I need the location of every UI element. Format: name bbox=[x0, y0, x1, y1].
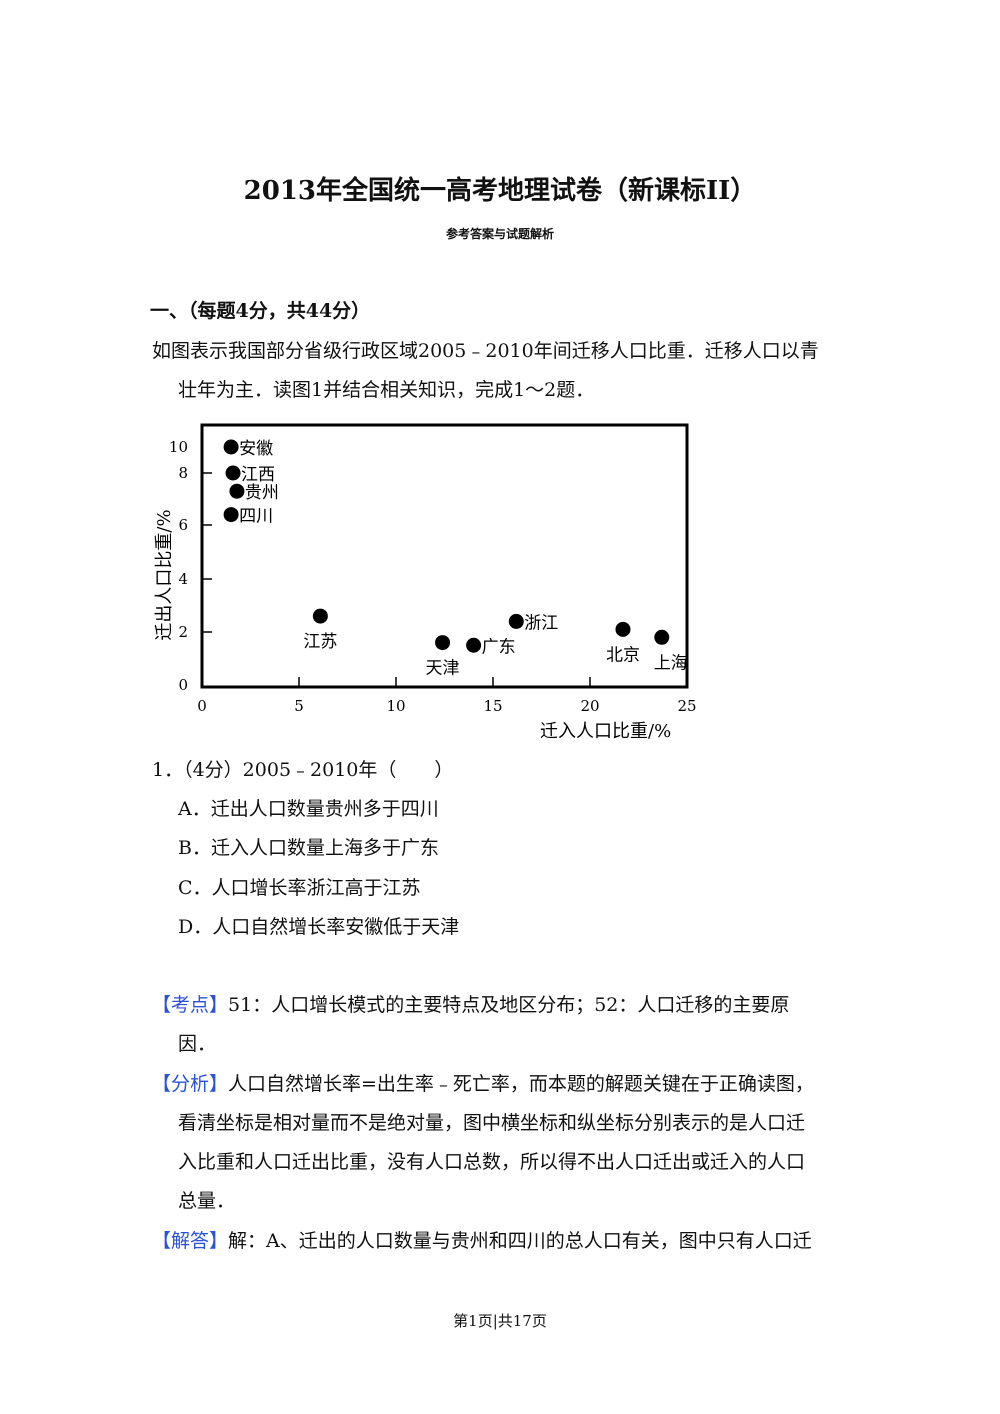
kaodian-tag: 【考点】 bbox=[152, 994, 229, 1016]
y-tick-label: 0 bbox=[178, 676, 188, 694]
jieda-text: 解：A、迁出的人口数量与贵州和四川的总人口有关，图中只有人口迁 bbox=[228, 1230, 812, 1252]
point-label: 浙江 bbox=[524, 613, 558, 633]
fenxi-line: 【分析】人口自然增长率=出生率﹣死亡率，而本题的解题关键在于正确读图， bbox=[152, 1072, 814, 1096]
question-stem: 1．（4分）2005﹣2010年（ ） bbox=[152, 759, 454, 781]
x-tick-label: 10 bbox=[386, 697, 405, 715]
x-tick-label: 15 bbox=[483, 697, 502, 715]
data-point bbox=[229, 483, 245, 499]
y-tick-label: 4 bbox=[178, 570, 188, 588]
jieda-tag: 【解答】 bbox=[152, 1230, 229, 1252]
fenxi-line: 入比重和人口迁出比重，没有人口总数，所以得不出人口迁出或迁入的人口 bbox=[178, 1151, 806, 1173]
y-axis-label: 迁出人口比重/% bbox=[154, 509, 175, 640]
data-point bbox=[466, 637, 482, 653]
intro-line: 壮年为主．读图1并结合相关知识，完成1～2题． bbox=[178, 379, 595, 401]
point-label: 广东 bbox=[482, 637, 516, 657]
option-b: B．迁入人口数量上海多于广东 bbox=[178, 837, 439, 859]
point-label: 北京 bbox=[606, 645, 640, 665]
jieda-line: 【解答】解：A、迁出的人口数量与贵州和四川的总人口有关，图中只有人口迁 bbox=[152, 1229, 812, 1253]
page-number: 第1页|共17页 bbox=[453, 1312, 547, 1330]
data-point bbox=[223, 439, 239, 455]
page-title: 2013年全国统一高考地理试卷（新课标II） bbox=[243, 176, 757, 206]
kaodian-line: 因． bbox=[178, 1033, 217, 1055]
intro-line: 如图表示我国部分省级行政区域2005﹣2010年间迁移人口比重．迁移人口以青 bbox=[152, 340, 819, 362]
option-d: D．人口自然增长率安徽低于天津 bbox=[178, 916, 460, 938]
x-axis-label: 迁入人口比重/% bbox=[540, 721, 671, 742]
section-heading: 一、（每题4分，共44分） bbox=[150, 300, 371, 322]
x-tick-label: 0 bbox=[197, 697, 207, 715]
data-point bbox=[225, 465, 241, 481]
point-label: 贵州 bbox=[245, 483, 279, 503]
fenxi-text: 人口自然增长率=出生率﹣死亡率，而本题的解题关键在于正确读图， bbox=[228, 1073, 814, 1095]
y-tick-label: 2 bbox=[178, 623, 188, 641]
y-tick-label: 8 bbox=[178, 464, 188, 482]
x-tick-label: 5 bbox=[294, 697, 304, 715]
kaodian-text: 51：人口增长模式的主要特点及地区分布；52：人口迁移的主要原 bbox=[228, 994, 790, 1016]
x-tick-label: 25 bbox=[677, 697, 696, 715]
point-label: 四川 bbox=[239, 507, 273, 527]
point-label: 江西 bbox=[241, 465, 275, 485]
kaodian-line: 【考点】51：人口增长模式的主要特点及地区分布；52：人口迁移的主要原 bbox=[152, 993, 789, 1017]
data-point bbox=[312, 608, 328, 624]
data-point bbox=[654, 629, 670, 645]
option-a: A．迁出人口数量贵州多于四川 bbox=[178, 798, 439, 820]
point-label: 安徽 bbox=[239, 439, 273, 459]
fenxi-line: 看清坐标是相对量而不是绝对量，图中横坐标和纵坐标分别表示的是人口迁 bbox=[178, 1112, 806, 1134]
data-point bbox=[223, 507, 239, 523]
fenxi-line: 总量． bbox=[178, 1190, 236, 1212]
point-label: 天津 bbox=[426, 659, 460, 679]
x-tick-label: 20 bbox=[580, 697, 599, 715]
page-subtitle: 参考答案与试题解析 bbox=[445, 227, 554, 241]
point-label: 上海 bbox=[654, 653, 688, 673]
data-point bbox=[615, 621, 631, 637]
option-c: C．人口增长率浙江高于江苏 bbox=[178, 877, 421, 899]
point-label: 江苏 bbox=[303, 632, 337, 652]
y-tick-label: 6 bbox=[178, 516, 188, 534]
data-point bbox=[435, 635, 451, 651]
plot-frame bbox=[200, 423, 689, 689]
y-tick-label: 10 bbox=[169, 438, 188, 456]
fenxi-tag: 【分析】 bbox=[152, 1073, 229, 1095]
data-point bbox=[508, 613, 524, 629]
